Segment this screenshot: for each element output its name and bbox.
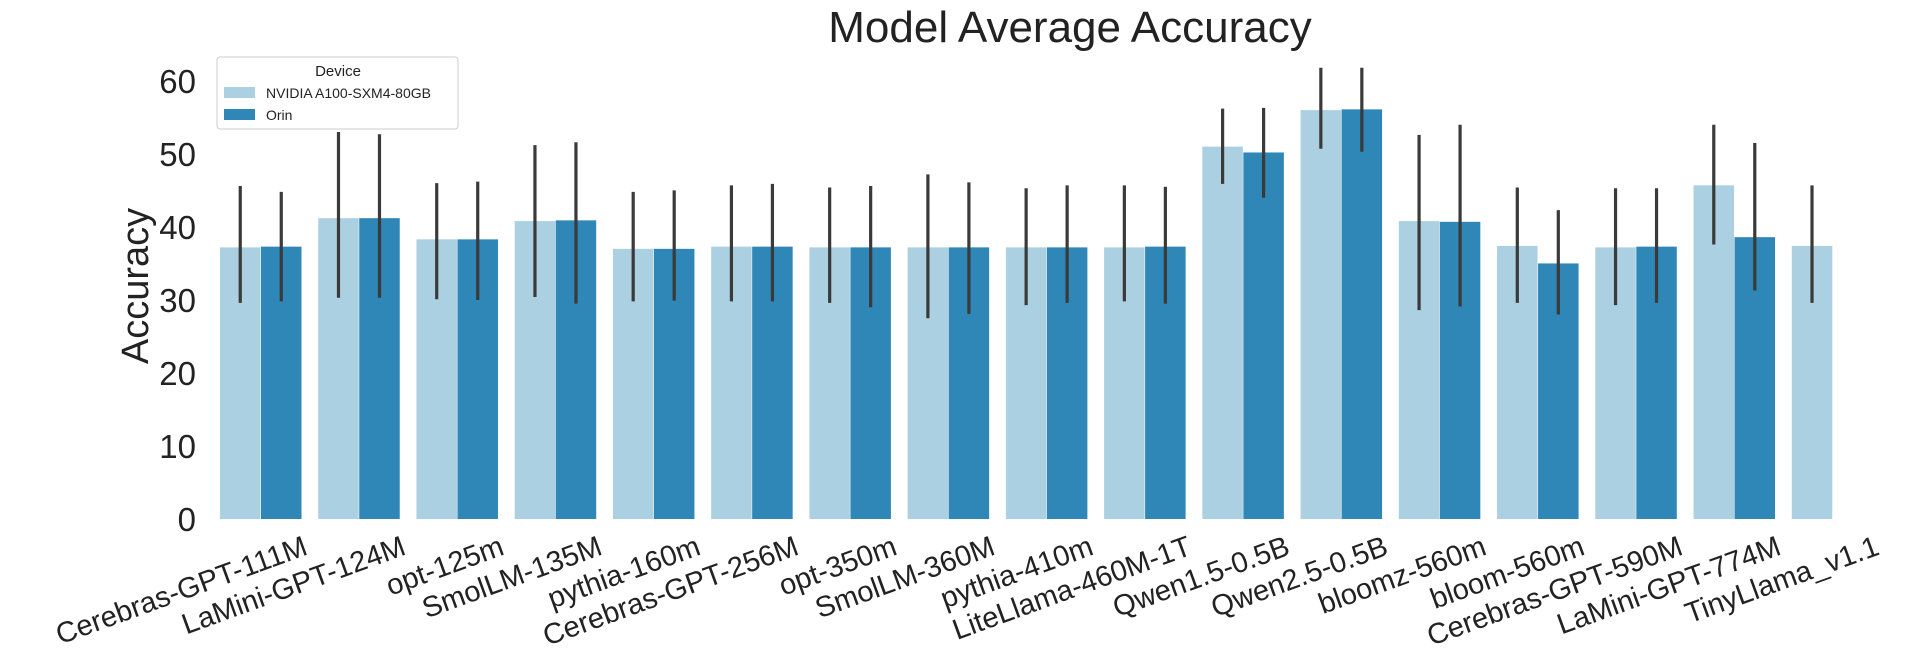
y-tick-label: 10 (159, 428, 196, 465)
x-axis-ticks: Cerebras-GPT-111MLaMini-GPT-124Mopt-125m… (52, 530, 1884, 652)
y-axis-label: Accuracy (115, 208, 157, 364)
y-tick-label: 20 (159, 355, 196, 392)
y-tick-label: 60 (159, 63, 196, 100)
legend: Device NVIDIA A100-SXM4-80GB Orin (216, 56, 459, 130)
chart-title: Model Average Accuracy (828, 3, 1311, 52)
legend-swatch-a100 (224, 87, 255, 98)
y-tick-label: 0 (178, 501, 196, 538)
y-tick-label: 50 (159, 136, 196, 173)
y-tick-label: 30 (159, 282, 196, 319)
legend-label-a100: NVIDIA A100-SXM4-80GB (266, 85, 431, 101)
bars (220, 109, 1833, 520)
bar-orin (1243, 152, 1284, 519)
legend-title: Device (315, 63, 361, 80)
bar-a100 (1300, 110, 1342, 519)
legend-frame (216, 56, 459, 130)
legend-label-orin: Orin (266, 107, 292, 123)
y-tick-label: 40 (159, 209, 196, 246)
bar-a100 (1202, 146, 1243, 519)
error-bars (238, 67, 1814, 319)
legend-swatch-orin (224, 109, 255, 120)
y-axis-ticks: 0 10 20 30 40 50 60 (159, 63, 196, 538)
bar-orin (1341, 109, 1383, 519)
